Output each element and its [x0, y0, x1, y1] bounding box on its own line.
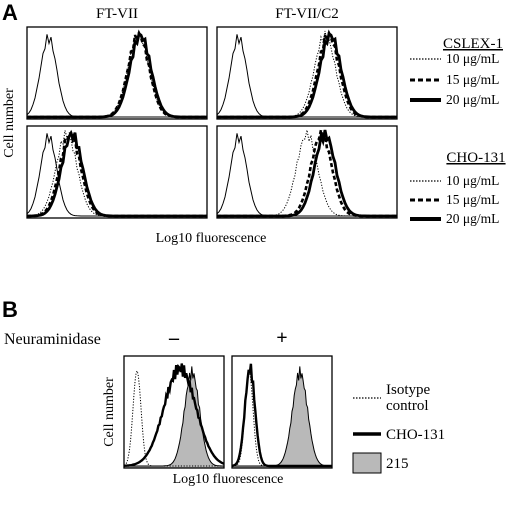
histogram-20ugml	[27, 31, 207, 119]
legend-b-isotype-line1: Isotype	[386, 382, 431, 398]
legend-b-cho131: CHO-131	[386, 427, 445, 443]
histogram-isotype	[124, 369, 224, 467]
legend-a-top-entry-20: 20 μg/mL	[446, 92, 499, 107]
isotype-histogram	[27, 133, 207, 217]
histogram-10ugml	[217, 129, 397, 217]
histogram-cho131	[232, 363, 332, 468]
histogram-20ugml	[217, 129, 397, 218]
legend-b-215: 215	[386, 456, 409, 472]
treatment-plus: +	[276, 327, 287, 349]
panel-a-y-axis-label: Cell number	[2, 88, 17, 158]
legend-a-top: CSLEX-1 10 μg/mL 15 μg/mL 20 μg/mL	[410, 36, 503, 107]
panel-b-plots	[123, 355, 333, 469]
legend-b-isotype-line2: control	[386, 398, 429, 414]
treatment-minus: –	[168, 327, 180, 349]
legend-a-bottom-entry-20: 20 μg/mL	[446, 211, 499, 226]
treatment-label: Neuraminidase	[4, 331, 101, 348]
histogram-15ugml	[217, 29, 397, 119]
legend-a-bottom-entry-10: 10 μg/mL	[446, 173, 499, 188]
plot-frame-a2	[216, 26, 398, 120]
plot-frame-a3	[26, 125, 208, 219]
legend-a-bottom: CHO-131 10 μg/mL 15 μg/mL 20 μg/mL	[410, 150, 506, 226]
histogram-10ugml	[27, 130, 207, 217]
plot-frame-b2	[231, 355, 333, 469]
legend-b: Isotype control CHO-131 215	[352, 382, 445, 474]
histogram-15ugml	[27, 29, 207, 119]
isotype-histogram	[27, 34, 207, 118]
legend-a-bottom-entry-15: 15 μg/mL	[446, 192, 499, 207]
panel-a-letter: A	[2, 0, 18, 25]
legend-a-top-title: CSLEX-1	[443, 36, 503, 52]
panel-b-x-axis-label: Log10 fluorescence	[173, 472, 284, 487]
legend-a-top-entry-15: 15 μg/mL	[446, 72, 499, 87]
histogram-20ugml	[217, 31, 397, 119]
histogram-10ugml	[217, 30, 397, 118]
col-title-ft-vii: FT-VII	[96, 6, 138, 22]
plot-frame-a1	[26, 26, 208, 120]
panel-b-letter: B	[2, 297, 18, 322]
isotype-histogram	[217, 133, 397, 217]
histogram-cho131	[124, 363, 224, 467]
legend-a-bottom-title: CHO-131	[446, 150, 505, 166]
isotype-histogram	[217, 34, 397, 118]
histogram-15ugml	[217, 129, 397, 218]
legend-a-top-entry-10: 10 μg/mL	[446, 51, 499, 66]
plot-frame-b1	[123, 355, 225, 469]
histogram-215-filled	[232, 366, 332, 468]
histogram-15ugml	[27, 130, 207, 218]
plot-frame-a4	[216, 125, 398, 219]
histogram-215-filled	[124, 366, 224, 468]
panel-a-x-axis-label: Log10 fluorescence	[156, 231, 267, 246]
panel-a-plots	[26, 26, 398, 219]
histogram-10ugml	[27, 31, 207, 118]
legend-swatch-215	[352, 452, 382, 474]
histogram-20ugml	[27, 129, 207, 218]
col-title-ft-vii-c2: FT-VII/C2	[275, 6, 339, 22]
panel-b-y-axis-label: Cell number	[102, 377, 117, 447]
